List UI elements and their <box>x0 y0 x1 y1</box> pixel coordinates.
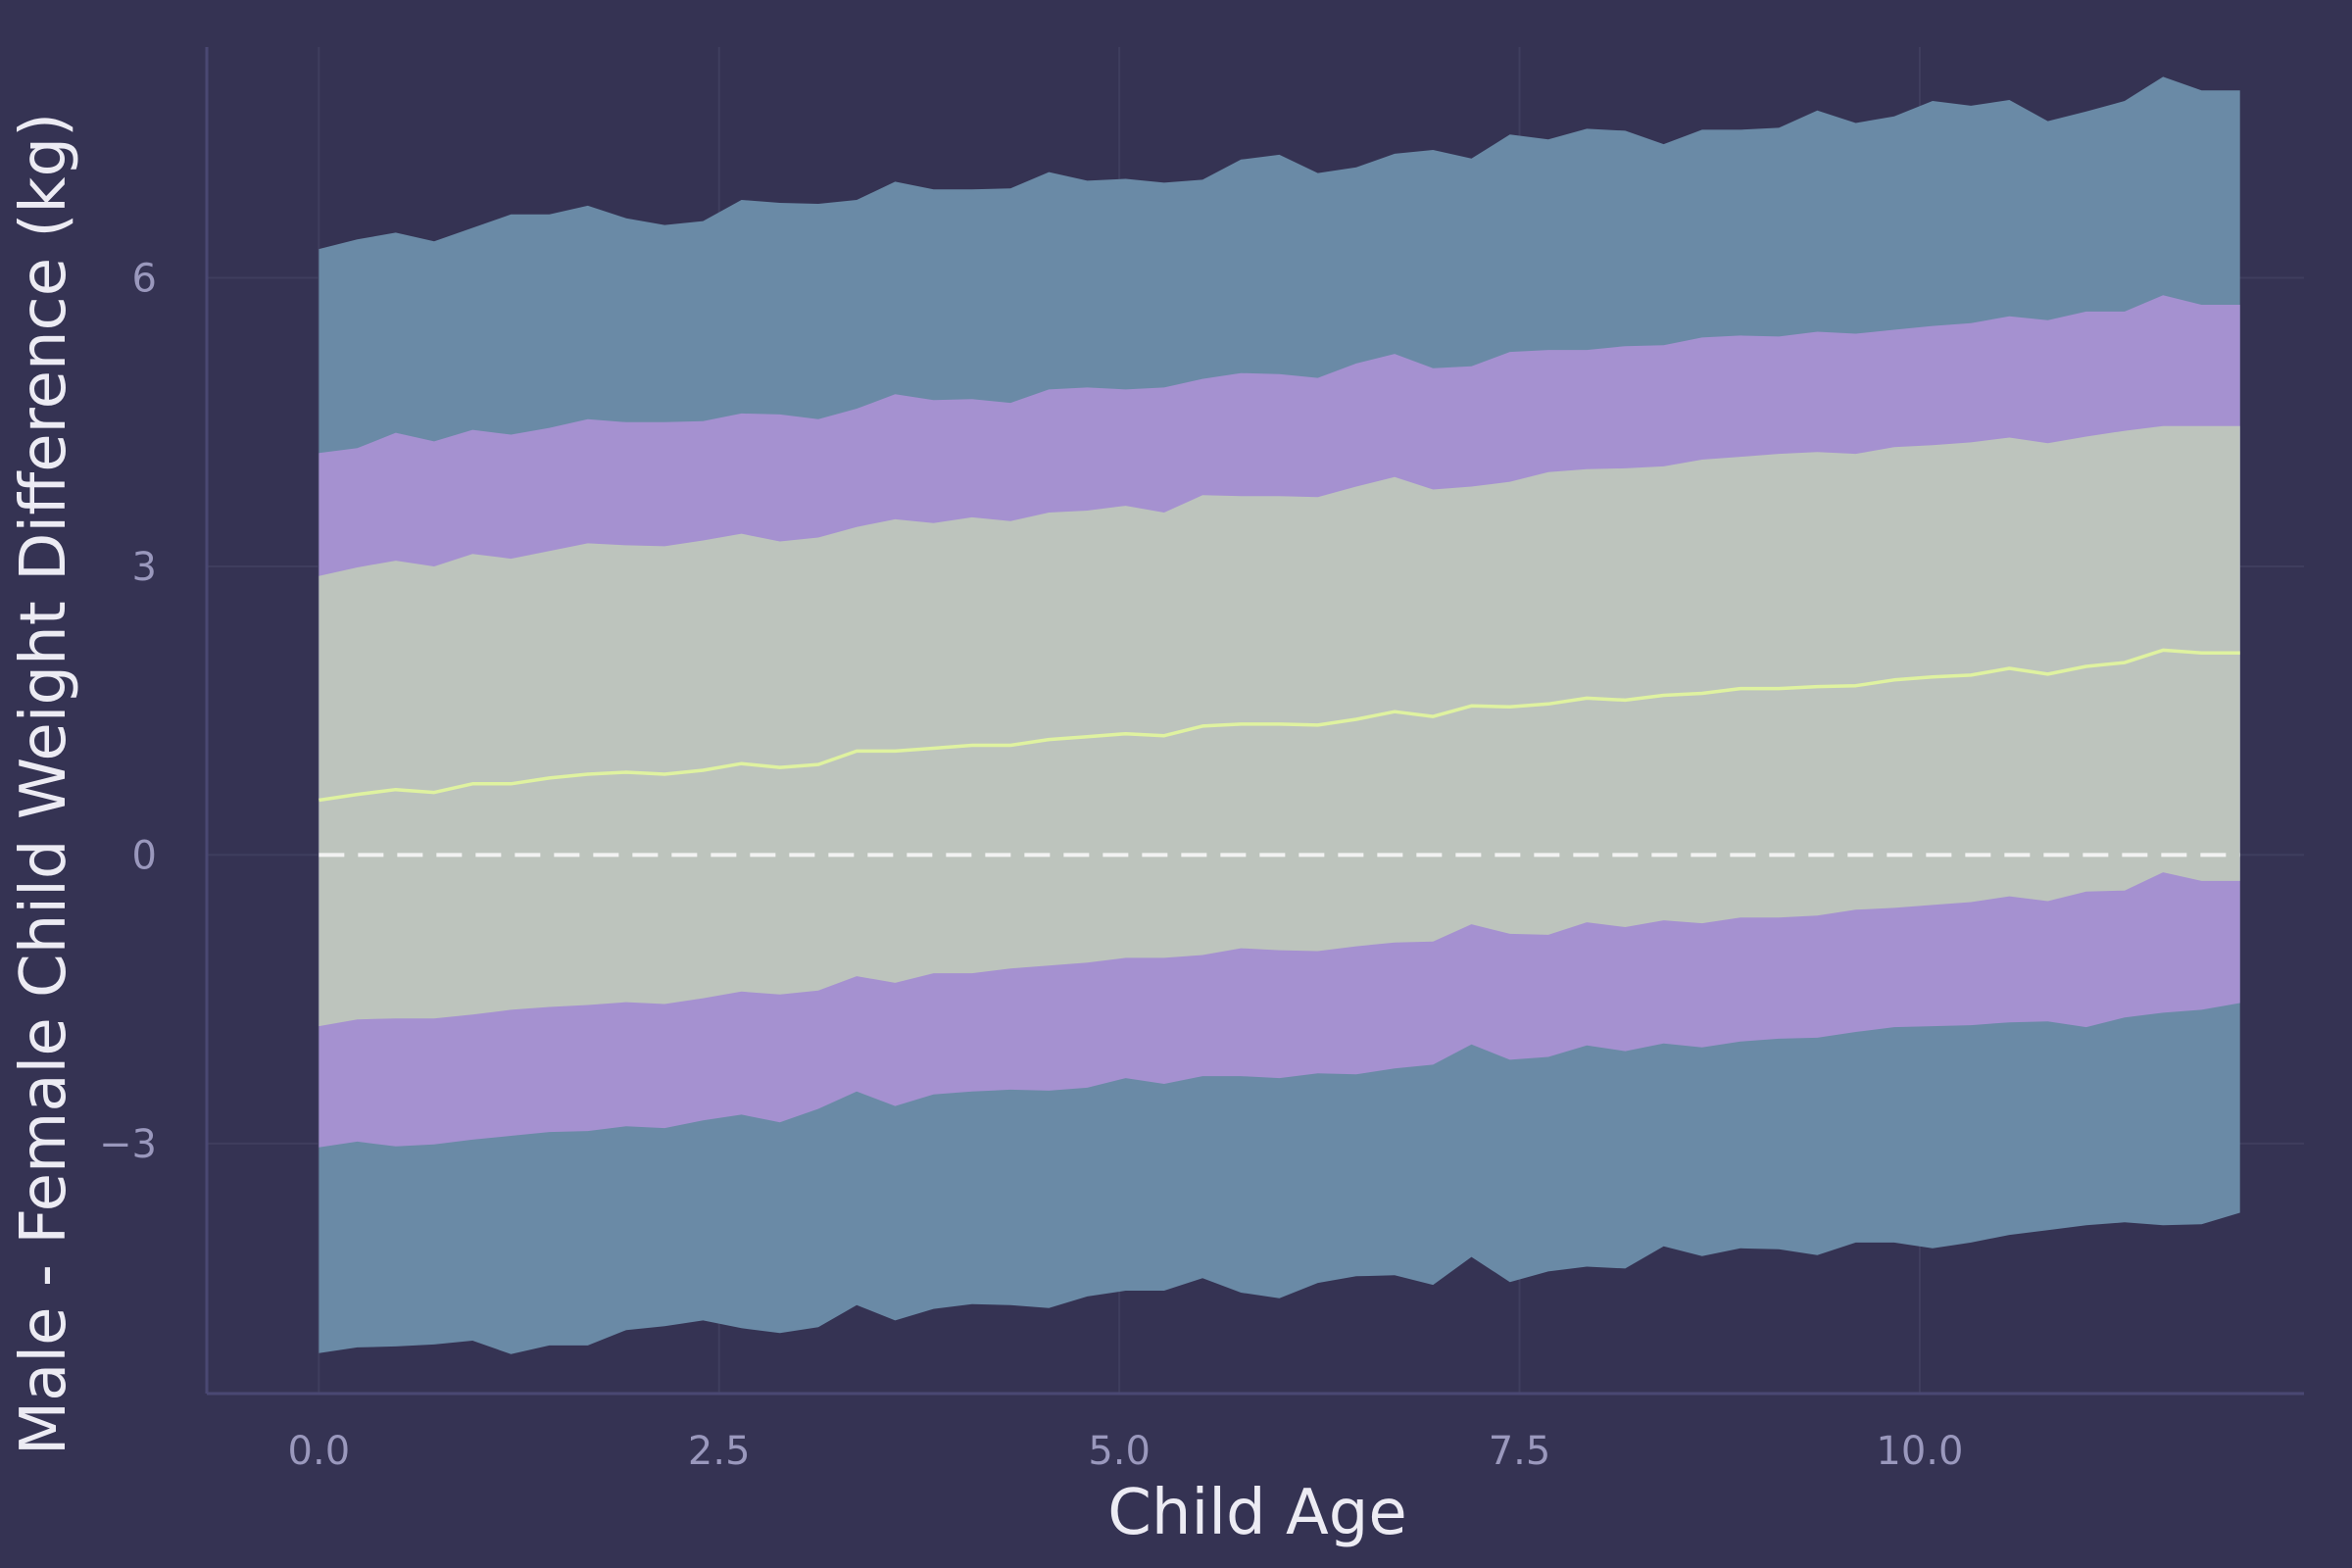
x-tick-labels: 0.0 2.5 5.0 7.5 10.0 <box>288 1429 1964 1474</box>
x-tick-label: 0.0 <box>288 1429 351 1474</box>
x-tick-label: 10.0 <box>1876 1429 1963 1474</box>
y-tick-label: 3 <box>132 545 157 590</box>
credible-interval-bands <box>318 76 2240 1354</box>
mean-line-group <box>318 648 2240 803</box>
y-tick-label: 6 <box>132 257 157 302</box>
x-tick-label: 5.0 <box>1088 1429 1151 1474</box>
axes <box>205 47 2304 1396</box>
interval-band <box>318 425 2240 1027</box>
y-tick-label: 0 <box>132 833 157 878</box>
y-tick-labels: −3 0 3 6 <box>99 257 157 1167</box>
mean-difference-line <box>318 648 2240 803</box>
y-axis-title: Male - Female Child Weight Difference (k… <box>8 113 80 1455</box>
x-tick-label: 2.5 <box>688 1429 751 1474</box>
y-tick-label: −3 <box>99 1122 157 1167</box>
x-tick-label: 7.5 <box>1489 1429 1551 1474</box>
x-axis-title: Child Age <box>1107 1477 1407 1549</box>
